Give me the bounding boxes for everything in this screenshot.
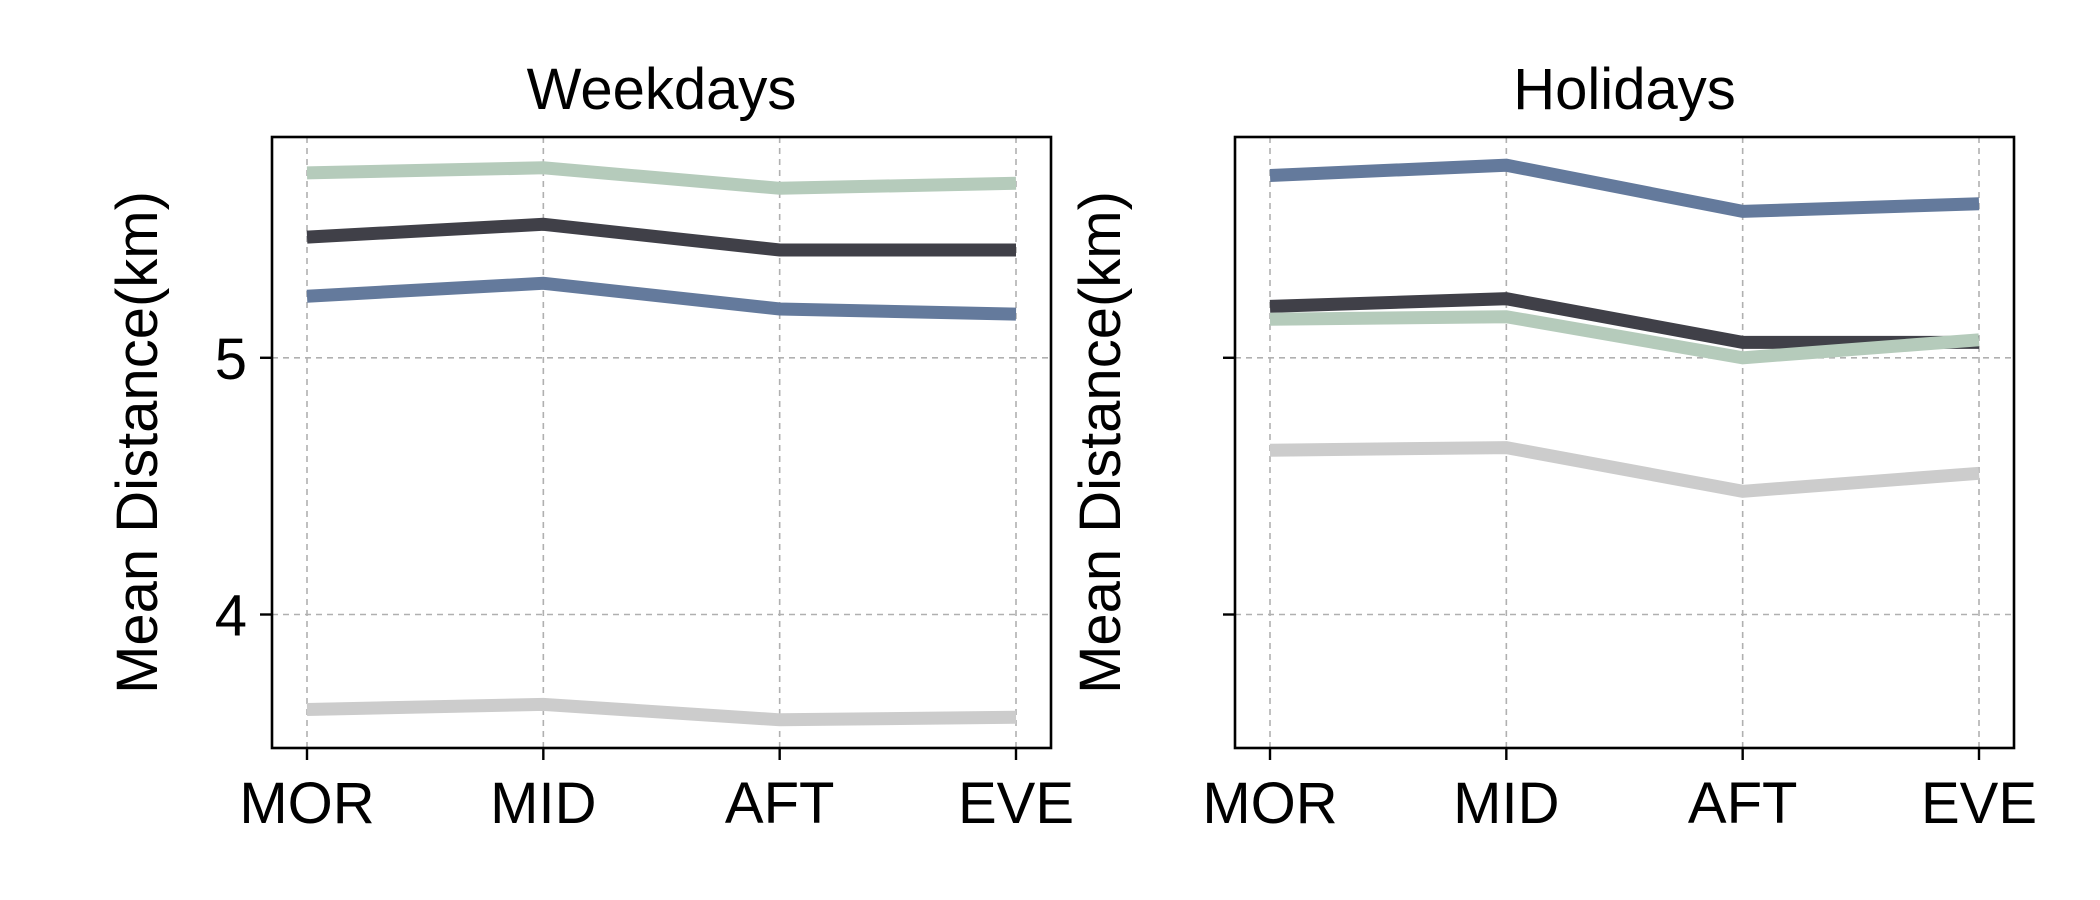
axes-frame <box>270 135 1053 750</box>
panel-weekdays: MOR MID AFT EVE 4 5 Weekdays Mean Distance(km) <box>105 57 1074 836</box>
axes-frame <box>1233 135 2016 750</box>
y-axis-label: Mean Distance(km) <box>1068 191 1133 694</box>
series-line-4 <box>306 697 1017 727</box>
y-axis-label: Mean Distance(km) <box>105 191 170 694</box>
panel-title: Weekdays <box>527 57 797 122</box>
panel-title: Holidays <box>1513 57 1735 122</box>
series-line-3 <box>1269 310 1980 365</box>
x-tick-label: MID <box>1453 771 1559 836</box>
y-tick-label: 4 <box>215 584 247 649</box>
x-tick-label: MOR <box>239 771 374 836</box>
panel-holidays: MOR MID AFT EVE Holidays Mean Distance(km) <box>1068 57 2037 836</box>
series-line-4 <box>1269 441 1980 498</box>
x-tick-label: MOR <box>1202 771 1337 836</box>
x-tick-label: AFT <box>1688 771 1798 836</box>
series-line-1 <box>1269 158 1980 218</box>
series-line-2 <box>306 217 1016 257</box>
series-line-3 <box>306 276 1017 321</box>
y-tick-label: 5 <box>215 327 247 392</box>
x-tick-label: EVE <box>1921 771 2037 836</box>
x-tick-label: EVE <box>958 771 1074 836</box>
x-tick-label: MID <box>490 771 596 836</box>
x-tick-label: AFT <box>725 771 835 836</box>
series-line-1 <box>306 161 1017 195</box>
